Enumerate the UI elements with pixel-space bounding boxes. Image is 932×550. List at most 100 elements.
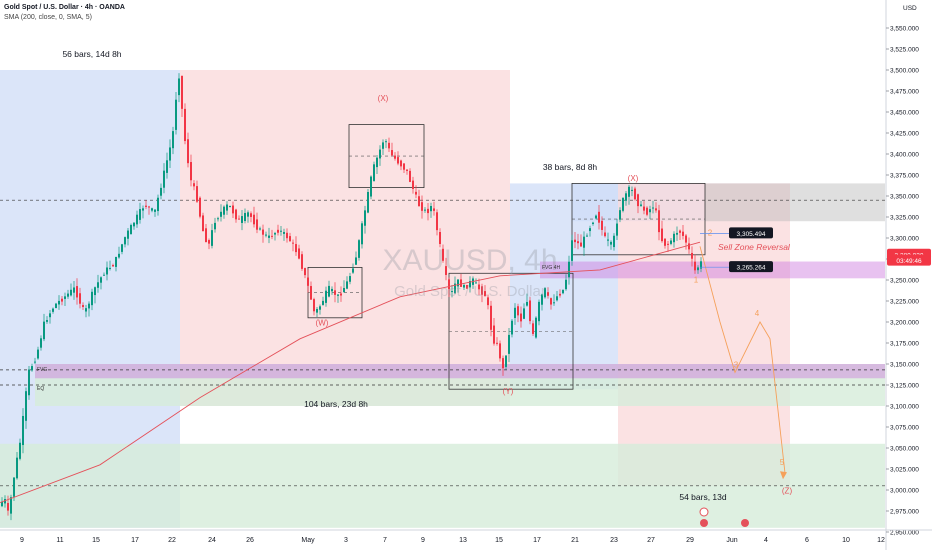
- candle-body: [568, 261, 570, 278]
- candle-body: [226, 204, 228, 211]
- candle-body: [556, 296, 558, 301]
- zone-purple-9: [540, 261, 885, 279]
- candle-body: [397, 157, 399, 164]
- candle-body: [574, 239, 576, 243]
- y-tick-label: 3,300.000: [890, 236, 919, 243]
- zone-purple-8: [35, 364, 885, 379]
- candle-body: [331, 288, 333, 292]
- candle-body: [76, 286, 78, 298]
- candle-body: [193, 183, 195, 187]
- candle-body: [682, 231, 684, 236]
- eq-label: EQ: [37, 386, 44, 392]
- candle-body: [337, 294, 339, 296]
- candle-body: [367, 192, 369, 213]
- candle-body: [241, 216, 243, 223]
- candle-body: [64, 296, 66, 299]
- candle-body: [70, 289, 72, 296]
- candle-body: [523, 308, 525, 319]
- candle-body: [601, 220, 603, 230]
- range-label-54-bars: 54 bars, 13d: [679, 492, 727, 502]
- candle-body: [139, 209, 141, 220]
- candle-body: [157, 197, 159, 212]
- candle-body: [211, 230, 213, 246]
- candle-body: [355, 257, 357, 265]
- wave-label-1: (W): [316, 318, 329, 327]
- candle-body: [655, 208, 657, 211]
- candle-body: [262, 229, 264, 235]
- candle-body: [664, 238, 666, 246]
- candle-body: [373, 164, 375, 181]
- x-tick-label: 23: [610, 537, 618, 544]
- candle-body: [49, 313, 51, 318]
- zone-grey-5: [705, 183, 885, 222]
- candle-body: [694, 261, 696, 271]
- price-label-0: 3,305.494: [737, 231, 766, 238]
- candle-body: [697, 267, 699, 271]
- candle-body: [502, 358, 504, 369]
- candle-body: [232, 205, 234, 214]
- price-label-box-1: [729, 261, 773, 273]
- chart-title: Gold Spot / U.S. Dollar · 4h · OANDA: [4, 4, 125, 11]
- x-tick-label: 27: [647, 537, 655, 544]
- candle-body: [670, 240, 672, 244]
- candle-body: [310, 286, 312, 300]
- y-tick-label: 3,125.000: [890, 383, 919, 390]
- x-tick-label: 11: [56, 537, 63, 544]
- candle-body: [127, 230, 129, 239]
- y-tick-label: 3,025.000: [890, 467, 919, 474]
- candle-body: [658, 210, 660, 233]
- candle-body: [133, 222, 135, 227]
- candle-body: [283, 232, 285, 234]
- candle-body: [667, 243, 669, 245]
- candle-body: [58, 300, 60, 305]
- candle-body: [163, 170, 165, 188]
- y-tick-label: 3,000.000: [890, 488, 919, 495]
- candle-body: [250, 213, 252, 217]
- candle-body: [214, 222, 216, 230]
- x-tick-label: 3: [344, 537, 348, 544]
- candle-body: [679, 230, 681, 233]
- candle-body: [73, 287, 75, 293]
- candle-body: [217, 218, 219, 220]
- y-tick-label: 3,175.000: [890, 341, 919, 348]
- x-tick-label: 26: [246, 537, 254, 544]
- candle-body: [196, 186, 198, 202]
- y-tick-label: 3,050.000: [890, 446, 919, 453]
- candle-body: [463, 285, 465, 288]
- y-tick-label: 2,975.000: [890, 509, 919, 516]
- wave-label-3: (X): [628, 174, 639, 183]
- y-tick-label: 3,375.000: [890, 173, 919, 180]
- candle-body: [388, 142, 390, 149]
- candle-body: [271, 235, 273, 237]
- candle-body: [490, 305, 492, 330]
- candle-body: [325, 290, 327, 303]
- price-label-3: 03:49:46: [896, 258, 922, 265]
- candle-body: [451, 291, 453, 293]
- candle-body: [280, 230, 282, 232]
- candle-body: [187, 139, 189, 164]
- candle-body: [649, 209, 651, 213]
- candle-body: [328, 285, 330, 297]
- candle-body: [175, 99, 177, 130]
- candle-body: [505, 355, 507, 367]
- wave-label-4: (Z): [782, 486, 793, 495]
- x-tick-label: 9: [421, 537, 425, 544]
- fvg-label: FVG: [37, 367, 47, 373]
- candle-body: [406, 169, 408, 171]
- candle-body: [370, 176, 372, 197]
- y-tick-label: 2,950.000: [890, 530, 919, 537]
- candle-body: [520, 313, 522, 322]
- candle-body: [172, 131, 174, 149]
- y-tick-label: 3,500.000: [890, 68, 919, 75]
- candle-body: [85, 308, 87, 312]
- candle-body: [400, 160, 402, 167]
- price-label-box-0: [729, 227, 773, 239]
- candle-body: [448, 279, 450, 290]
- candle-body: [43, 321, 45, 340]
- candle-body: [394, 155, 396, 159]
- us-flag-icon: [700, 519, 708, 527]
- currency-label: USD: [903, 5, 917, 12]
- indicator-legend[interactable]: SMA (200, close, 0, SMA, 5): [4, 14, 92, 21]
